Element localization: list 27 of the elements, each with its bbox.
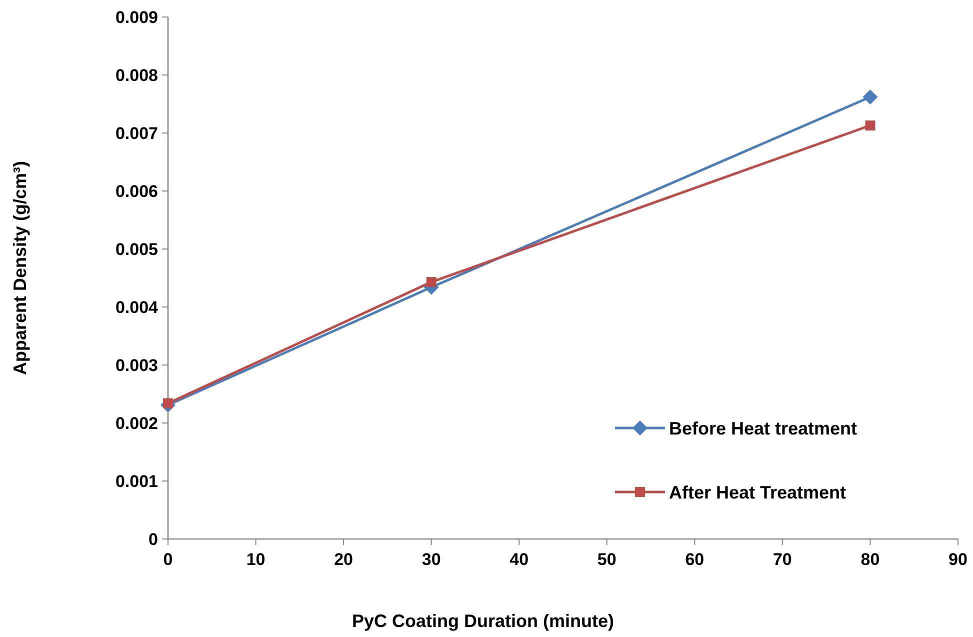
x-tick-label: 90 bbox=[948, 550, 968, 569]
x-tick-label: 10 bbox=[246, 550, 266, 569]
point bbox=[426, 277, 436, 288]
y-tick-label: 0.009 bbox=[115, 8, 158, 27]
y-tick-label: 0.002 bbox=[115, 414, 158, 433]
legend-label: After Heat Treatment bbox=[669, 482, 846, 502]
x-tick-label: 0 bbox=[163, 550, 173, 569]
x-tick-label: 40 bbox=[510, 550, 529, 569]
x-tick-label: 80 bbox=[860, 550, 880, 569]
point bbox=[862, 90, 878, 105]
y-tick-label: 0.004 bbox=[115, 298, 159, 317]
y-tick-label: 0.001 bbox=[115, 472, 158, 491]
y-tick-label: 0.006 bbox=[115, 182, 158, 201]
x-tick-label: 70 bbox=[772, 550, 792, 569]
y-tick-label: 0 bbox=[148, 530, 158, 549]
y-tick-label: 0.008 bbox=[115, 66, 158, 85]
legend-label: Before Heat treatment bbox=[669, 418, 858, 438]
y-tick-label: 0.007 bbox=[115, 124, 158, 143]
x-tick-label: 50 bbox=[597, 550, 616, 569]
x-tick-label: 20 bbox=[334, 550, 354, 569]
x-tick-label: 30 bbox=[422, 550, 441, 569]
y-axis-title: Apparent Density (g/cm³) bbox=[10, 160, 30, 376]
y-tick-label: 0.005 bbox=[115, 240, 158, 259]
x-tick-label: 60 bbox=[685, 550, 704, 569]
point bbox=[865, 120, 876, 130]
y-tick-label: 0.003 bbox=[115, 356, 158, 375]
x-axis-title: PyC Coating Duration (minute) bbox=[352, 611, 614, 631]
